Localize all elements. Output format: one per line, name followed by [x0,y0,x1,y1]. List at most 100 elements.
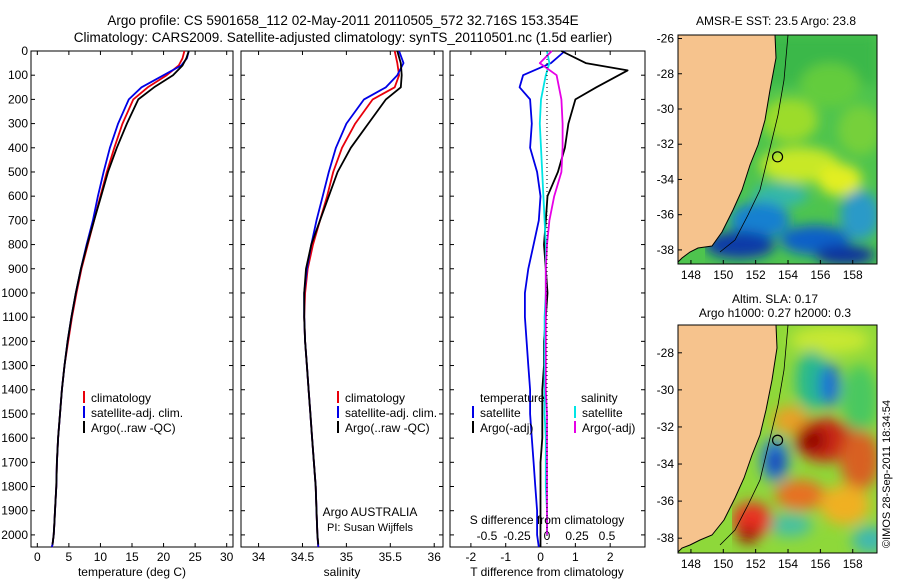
y-tick-label: 1800 [1,480,28,494]
map-x-tick-label: 148 [681,557,701,571]
x-tick-label: 0 [34,550,41,564]
y-tick-label: 100 [8,68,28,82]
map-y-tick-label: -30 [657,383,675,397]
y-tick-label: 600 [8,189,28,203]
y-tick-label: 900 [8,262,28,276]
salinity-xlabel: salinity [324,565,361,579]
map-x-tick-label: 158 [843,268,863,282]
salinity-legend: climatology satellite-adj. clim. Argo(..… [323,391,437,534]
y-tick-label: 200 [8,92,28,106]
legend-climatology-label: climatology [345,391,405,405]
y-tick-label: 1200 [1,334,28,348]
x-tick-label: 34.5 [291,550,315,564]
sla-map-ticks: 148 150 152 154 156 158 -28 -30 -32 -34 -36 -38 [657,346,863,571]
map-y-tick-label: -34 [657,172,675,186]
sst-coastline [678,35,777,263]
figure-title-line1: Argo profile: CS 5901658_112 02-May-2011… [107,13,578,28]
sst-map-frame [677,34,878,265]
salinity-panel-frame [240,50,444,548]
map-x-tick-label: 150 [713,557,733,571]
y-tick-label: 1400 [1,383,28,397]
salinity-annotation-line2: PI: Susan Wijffels [327,522,413,534]
sla-isobath [719,325,789,546]
map-x-tick-label: 154 [778,268,798,282]
x-tick-label: 35 [340,550,354,564]
difference-xlabel-top: S difference from climatology [470,513,625,527]
x-tick-label: -1 [500,550,511,564]
legend-temperature-header: temperature [480,391,545,405]
credit-text: ©IMOS 28-Sep-2011 18:34:54 [881,400,893,548]
sla-map-frame [677,324,878,554]
x-tick-label: 10 [94,550,108,564]
sla-map-title-line1: Altim. SLA: 0.17 [732,292,818,306]
s-x-tick-label: -0.25 [503,529,531,543]
map-y-tick-label: -34 [657,457,675,471]
series-line-satellite [518,50,566,548]
map-y-tick-label: -36 [657,208,675,222]
x-tick-label: 36 [428,550,442,564]
axis-ticks-layer: 0100200300400500600700800900100011001200… [1,44,645,564]
sst-map-title: AMSR-E SST: 23.5 Argo: 23.8 [696,14,856,28]
map-y-tick-label: -28 [657,67,675,81]
series-line-argo [303,50,403,545]
x-tick-label: 30 [220,550,234,564]
series-line-climatology [303,50,401,548]
sst-map-field [678,35,877,264]
x-tick-label: 25 [188,550,202,564]
map-x-tick-label: 154 [778,557,798,571]
float-position-marker [771,434,784,446]
sst-map-ticks: 148 150 152 154 156 158 -26 -28 -30 -32 -34 -36 -38 [657,32,863,282]
y-tick-label: 0 [21,44,28,58]
figure-title-line2: Climatology: CARS2009. Satellite-adjuste… [74,30,613,45]
map-y-tick-label: -32 [657,137,675,151]
map-x-tick-label: 152 [746,557,766,571]
legend-t-argo-label: Argo(-adj) [480,421,533,435]
map-x-tick-label: 156 [810,268,830,282]
map-y-tick-label: -38 [657,531,675,545]
difference-xlabel: T difference from climatology [470,565,624,579]
x-tick-label: 20 [157,550,171,564]
s-x-tick-label: 0.25 [565,529,589,543]
y-tick-label: 300 [8,117,28,131]
temperature-panel-frame [30,50,234,548]
temperature-legend: climatology satellite-adj. clim. Argo(..… [83,391,183,435]
legend-s-satellite-label: satellite [582,406,623,420]
map-x-tick-label: 156 [810,557,830,571]
legend-climatology-label: climatology [91,391,151,405]
legend-argo-label: Argo(..raw -QC) [91,421,176,435]
sst-land [678,35,776,262]
map-y-tick-label: -32 [657,420,675,434]
y-tick-label: 800 [8,238,28,252]
map-x-tick-label: 152 [746,268,766,282]
map-y-tick-label: -28 [657,346,675,360]
map-x-tick-label: 148 [681,268,701,282]
x-tick-label: 1 [572,550,579,564]
legend-argo-label: Argo(..raw -QC) [345,421,430,435]
y-tick-label: 1000 [1,286,28,300]
x-tick-label: 34 [252,550,266,564]
y-tick-label: 1600 [1,431,28,445]
series-line-argo [539,50,629,547]
legend-t-satellite-label: satellite [480,406,521,420]
map-y-tick-label: -38 [657,243,675,257]
map-y-tick-label: -30 [657,102,675,116]
difference-legend: temperature salinity satellite Argo(-adj… [472,391,635,435]
x-tick-label: 2 [607,550,614,564]
y-tick-label: 1300 [1,359,28,373]
map-x-tick-label: 150 [713,268,733,282]
legend-salinity-header: salinity [581,391,618,405]
s-x-tick-label: 0.5 [599,529,616,543]
y-tick-label: 700 [8,213,28,227]
legend-satellite-label: satellite-adj. clim. [91,406,183,420]
sla-coastline [678,325,778,553]
x-tick-label: -2 [466,550,477,564]
y-tick-label: 1700 [1,455,28,469]
legend-s-argo-label: Argo(-adj) [582,421,635,435]
sla-map-field [678,325,877,553]
salinity-annotation-line1: Argo AUSTRALIA [323,505,418,519]
y-tick-label: 1900 [1,504,28,518]
temperature-xlabel: temperature (deg C) [78,565,186,579]
y-tick-label: 2000 [1,528,28,542]
